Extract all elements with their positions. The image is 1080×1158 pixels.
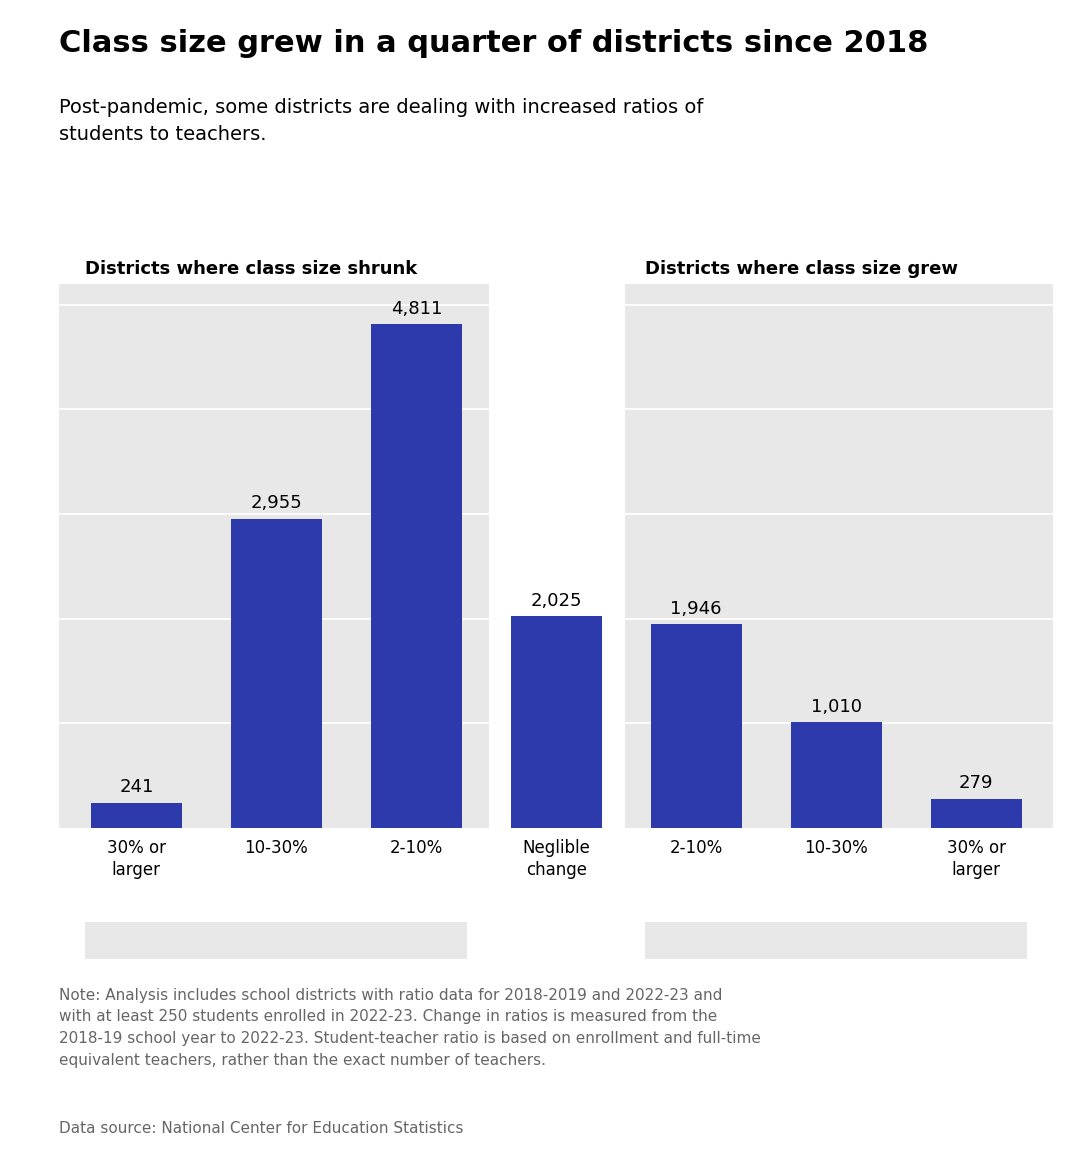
Text: Class size grew in a quarter of districts since 2018: Class size grew in a quarter of district… — [59, 29, 929, 58]
Text: Districts where class size grew: Districts where class size grew — [645, 259, 958, 278]
Bar — [91, 802, 181, 828]
Text: 1,010: 1,010 — [811, 698, 862, 716]
Text: Data source: National Center for Education Statistics: Data source: National Center for Educati… — [59, 1121, 464, 1136]
Bar — [489, 284, 624, 828]
Bar — [511, 616, 602, 828]
Bar — [931, 799, 1022, 828]
Text: 4,811: 4,811 — [391, 300, 442, 318]
Text: Increase: Increase — [656, 931, 742, 950]
Text: Post-pandemic, some districts are dealing with increased ratios of
students to t: Post-pandemic, some districts are dealin… — [59, 98, 704, 144]
Text: 2,025: 2,025 — [530, 592, 582, 610]
Bar — [650, 624, 742, 828]
Text: 279: 279 — [959, 775, 994, 792]
Text: 2,955: 2,955 — [251, 494, 302, 512]
Text: Note: Analysis includes school districts with ratio data for 2018-2019 and 2022-: Note: Analysis includes school districts… — [59, 988, 761, 1068]
Bar — [370, 324, 462, 828]
Text: Decrease in ratio: Decrease in ratio — [222, 931, 395, 950]
Text: Districts where class size shrunk: Districts where class size shrunk — [85, 259, 418, 278]
Bar — [231, 519, 322, 828]
Text: 1,946: 1,946 — [671, 600, 721, 618]
Bar — [791, 723, 881, 828]
Text: 241: 241 — [119, 778, 153, 797]
Bar — [511, 616, 602, 828]
